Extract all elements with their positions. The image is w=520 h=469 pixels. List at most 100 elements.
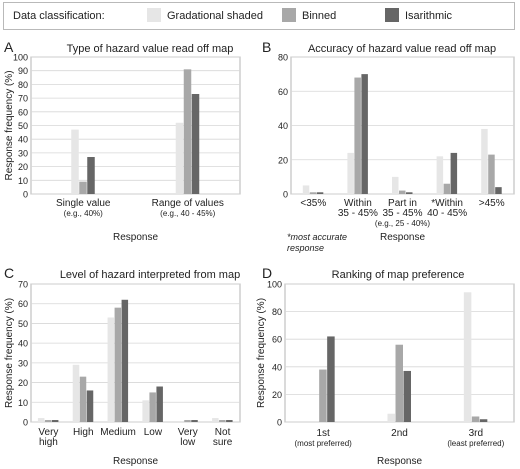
bar — [191, 93, 200, 194]
x-tick-sublabel: (e.g., 40%) — [64, 209, 103, 218]
y-tick-label: 10 — [18, 398, 28, 408]
bar — [183, 69, 192, 194]
x-tick-sublabel: (e.g., 40 - 45%) — [160, 209, 215, 218]
y-tick-label: 40 — [272, 362, 282, 372]
x-tick-sublabel: (most preferred) — [294, 439, 352, 448]
bar — [72, 364, 80, 422]
bar — [121, 299, 129, 422]
legend-title: Data classification: — [13, 10, 105, 22]
bar — [79, 181, 87, 194]
chart-note: response — [287, 243, 324, 253]
y-tick-label: 60 — [18, 107, 28, 117]
bar — [403, 370, 411, 422]
y-tick-label: 80 — [272, 307, 282, 317]
bar — [191, 420, 198, 422]
y-tick-label: 40 — [18, 339, 28, 349]
y-tick-label: 0 — [277, 418, 282, 428]
panel-letter: C — [4, 265, 14, 281]
x-tick-label: Single value — [56, 198, 111, 209]
legend-swatch-isarithmic — [385, 8, 399, 22]
y-tick-label: 100 — [13, 53, 28, 63]
chart-title: Level of hazard interpreted from map — [60, 269, 240, 281]
x-tick-label: sure — [213, 437, 233, 448]
bar — [142, 400, 149, 422]
x-tick-label: *Within — [431, 198, 463, 209]
y-tick-label: 0 — [23, 190, 28, 200]
legend-label-binned: Binned — [302, 10, 337, 22]
bar — [44, 420, 52, 422]
chart-note: *most accurate — [287, 232, 347, 242]
bar — [387, 413, 395, 422]
x-tick-label: Within — [344, 198, 372, 209]
y-tick-label: 80 — [278, 53, 288, 63]
x-tick-label: Very — [178, 427, 198, 438]
bar — [399, 190, 406, 194]
bar — [463, 292, 472, 422]
panel-letter: B — [262, 39, 271, 55]
x-tick-label: <35% — [300, 198, 326, 209]
x-tick-label: 2nd — [391, 428, 408, 439]
bar — [406, 192, 413, 194]
chart-title: Accuracy of hazard value read off map — [308, 43, 496, 55]
y-axis-label: Response frequency (%) — [4, 70, 15, 180]
bar — [149, 392, 156, 422]
x-tick-label: 1st — [316, 428, 330, 439]
x-tick-label: 35 - 45% — [338, 208, 378, 219]
bar — [316, 192, 324, 194]
bar — [361, 74, 368, 194]
bar — [392, 176, 399, 194]
y-tick-label: 20 — [278, 155, 288, 165]
bar — [395, 344, 403, 422]
legend-label-gradational: Gradational shaded — [167, 10, 264, 22]
y-tick-label: 40 — [278, 121, 288, 131]
bar — [226, 420, 233, 422]
x-tick-label: Part in — [388, 198, 417, 209]
bar — [471, 416, 480, 422]
y-tick-label: 50 — [18, 319, 28, 329]
bar — [86, 390, 94, 422]
y-tick-label: 30 — [18, 358, 28, 368]
bar — [309, 192, 317, 194]
y-tick-label: 20 — [18, 162, 28, 172]
x-tick-label: Medium — [100, 427, 136, 438]
bar — [87, 157, 95, 194]
y-tick-label: 0 — [283, 190, 288, 200]
y-axis-label: Response frequency (%) — [4, 298, 15, 408]
x-tick-label: Very — [38, 427, 58, 438]
bar — [107, 317, 115, 422]
y-tick-label: 40 — [18, 135, 28, 145]
y-tick-label: 70 — [18, 94, 28, 104]
y-tick-label: 0 — [23, 418, 28, 428]
chart-title: Ranking of map preference — [332, 269, 465, 281]
legend-swatch-binned — [282, 8, 296, 22]
chart-title: Type of hazard value read off map — [67, 43, 234, 55]
bar — [212, 418, 219, 422]
y-tick-label: 30 — [18, 148, 28, 158]
x-tick-label: 35 - 45% — [382, 208, 422, 219]
bar — [156, 386, 163, 422]
x-tick-sublabel: (least preferred) — [447, 439, 504, 448]
y-tick-label: 80 — [18, 80, 28, 90]
bar — [479, 419, 488, 422]
bar — [219, 420, 226, 422]
y-tick-label: 100 — [267, 280, 282, 290]
legend-swatch-gradational — [147, 8, 161, 22]
x-tick-label: >45% — [479, 198, 505, 209]
y-tick-label: 20 — [272, 390, 282, 400]
x-tick-label: Range of values — [152, 198, 224, 209]
legend-label-isarithmic: Isarithmic — [405, 10, 453, 22]
x-tick-label: Low — [144, 427, 163, 438]
x-tick-label: Not — [215, 427, 231, 438]
panel-letter: D — [262, 265, 272, 281]
plot-frame — [30, 283, 241, 423]
x-axis-label: Response — [377, 456, 422, 467]
x-tick-label: low — [180, 437, 196, 448]
x-axis-label: Response — [380, 232, 425, 243]
y-tick-label: 60 — [278, 87, 288, 97]
y-tick-label: 70 — [18, 280, 28, 290]
bar — [37, 418, 45, 422]
bar — [443, 183, 451, 194]
legend: Data classification: Gradational shaded … — [3, 2, 515, 30]
bar — [354, 77, 361, 194]
